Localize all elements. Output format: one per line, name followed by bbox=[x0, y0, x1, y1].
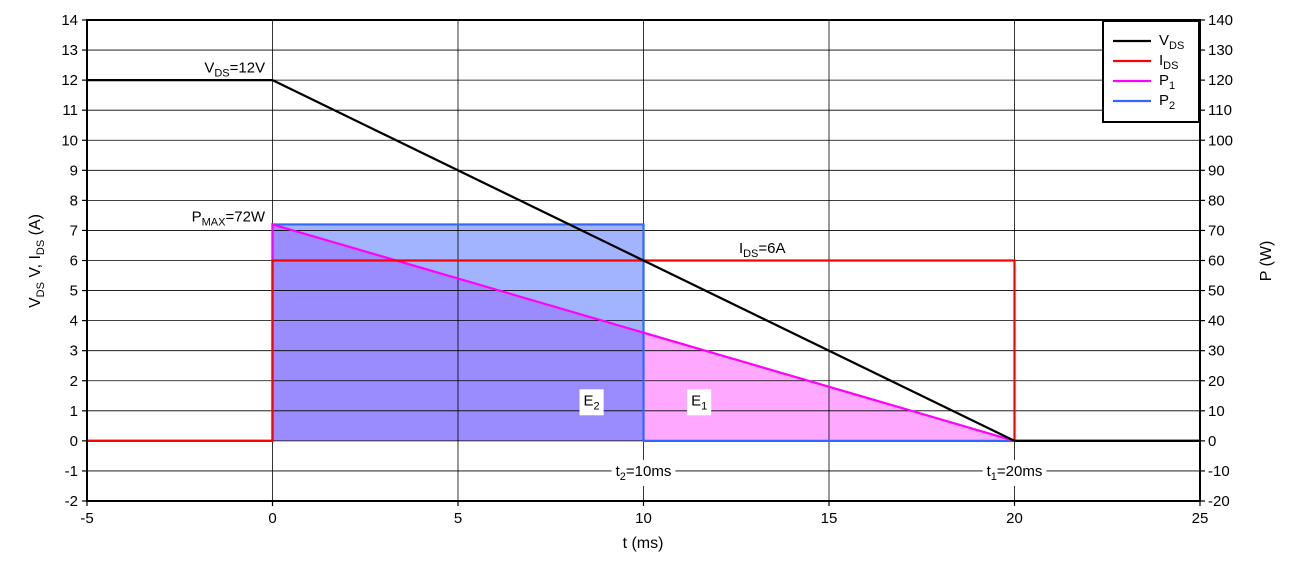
x-tick-label: 10 bbox=[635, 510, 652, 527]
series-lines bbox=[87, 79, 1200, 442]
annotation-t2-bg bbox=[611, 459, 676, 486]
annotations: VDS=12V PMAX=72W IDS=6A E2 E1 t2=10ms t1=20ms bbox=[192, 60, 1047, 486]
x-tick-label: 0 bbox=[268, 510, 276, 527]
y-right-tick-label: 100 bbox=[1208, 132, 1233, 149]
y-right-tick-label: 80 bbox=[1208, 192, 1225, 209]
y-left-tick-label: 10 bbox=[61, 132, 78, 149]
annotation-t1-group: t1=20ms bbox=[982, 459, 1047, 486]
tick-labels: -5 0 5 10 15 20 25-2-101234567891011121314-20-… bbox=[61, 12, 1233, 527]
annotation-pmax: PMAX=72W bbox=[192, 208, 266, 228]
legend-label-P1: P1 bbox=[1159, 72, 1175, 92]
y-right-tick-label: 70 bbox=[1208, 222, 1225, 239]
y-right-tick-label: 50 bbox=[1208, 283, 1225, 300]
legend-label-VDS: VDS bbox=[1159, 32, 1184, 52]
legend-box bbox=[1102, 20, 1200, 123]
annotation-t2-group: t2=10ms bbox=[611, 459, 676, 486]
y-right-tick-label: 110 bbox=[1208, 102, 1232, 119]
x-tick-label: 5 bbox=[454, 510, 462, 527]
annotation-e1-group: E1 bbox=[687, 389, 712, 416]
x-tick-label: 15 bbox=[821, 510, 838, 527]
annotation-t2: t2=10ms bbox=[616, 463, 672, 483]
annotation-vds12: VDS=12V bbox=[204, 60, 265, 80]
annotation-e2-group: E2 bbox=[579, 389, 604, 416]
x-tick-label: -5 bbox=[80, 510, 93, 527]
y-left-tick-label: 1 bbox=[70, 403, 78, 420]
y-right-tick-label: 140 bbox=[1208, 12, 1233, 29]
y-left-tick-label: -1 bbox=[65, 463, 78, 480]
legend-label-IDS: IDS bbox=[1159, 52, 1178, 72]
y-left-tick-label: 2 bbox=[70, 373, 78, 390]
y-right-tick-label: -20 bbox=[1208, 493, 1230, 510]
annotation-e2: E2 bbox=[583, 392, 599, 412]
annotation-e2-bg bbox=[579, 389, 604, 416]
y-right-tick-label: 60 bbox=[1208, 253, 1225, 270]
y-left-tick-label: 3 bbox=[70, 343, 78, 360]
y-left-tick-label: 7 bbox=[70, 222, 78, 239]
y-left-tick-label: 6 bbox=[70, 253, 78, 270]
annotation-e1-bg bbox=[687, 389, 712, 416]
x-tick-label: 25 bbox=[1192, 510, 1209, 527]
annotation-ids6: IDS=6A bbox=[739, 240, 786, 260]
x-axis-label: t (ms) bbox=[623, 535, 664, 552]
y-left-tick-label: 9 bbox=[70, 162, 78, 179]
y-right-tick-label: 90 bbox=[1208, 162, 1225, 179]
legend-label-P2: P2 bbox=[1159, 92, 1175, 112]
y-left-tick-label: 5 bbox=[70, 283, 78, 300]
y-left-tick-label: 11 bbox=[62, 102, 78, 119]
y-right-tick-label: -10 bbox=[1208, 463, 1230, 480]
x-tick-label: 20 bbox=[1006, 510, 1023, 527]
y-left-tick-label: 12 bbox=[61, 72, 78, 89]
y-left-tick-label: 8 bbox=[70, 192, 78, 209]
y-left-tick-label: 4 bbox=[70, 313, 78, 330]
y-right-tick-label: 130 bbox=[1208, 42, 1233, 59]
y-left-tick-label: 14 bbox=[61, 12, 78, 29]
y-right-tick-label: 20 bbox=[1208, 373, 1225, 390]
y-axis-right-label: P (W) bbox=[1258, 241, 1275, 282]
annotation-e1: E1 bbox=[691, 392, 707, 412]
y-right-tick-label: 40 bbox=[1208, 313, 1225, 330]
y-left-tick-label: 13 bbox=[61, 42, 78, 59]
annotation-t1: t1=20ms bbox=[987, 463, 1043, 483]
y-right-tick-label: 0 bbox=[1208, 433, 1216, 450]
y-left-tick-label: -2 bbox=[65, 493, 78, 510]
y-left-tick-label: 0 bbox=[70, 433, 78, 450]
series-line-VDS bbox=[87, 79, 1200, 442]
y-axis-left-label: VDS V, IDS (A) bbox=[27, 214, 47, 308]
y-right-tick-label: 120 bbox=[1208, 72, 1233, 89]
y-right-tick-label: 30 bbox=[1208, 343, 1225, 360]
annotation-t1-bg bbox=[982, 459, 1047, 486]
y-right-tick-label: 10 bbox=[1208, 403, 1225, 420]
